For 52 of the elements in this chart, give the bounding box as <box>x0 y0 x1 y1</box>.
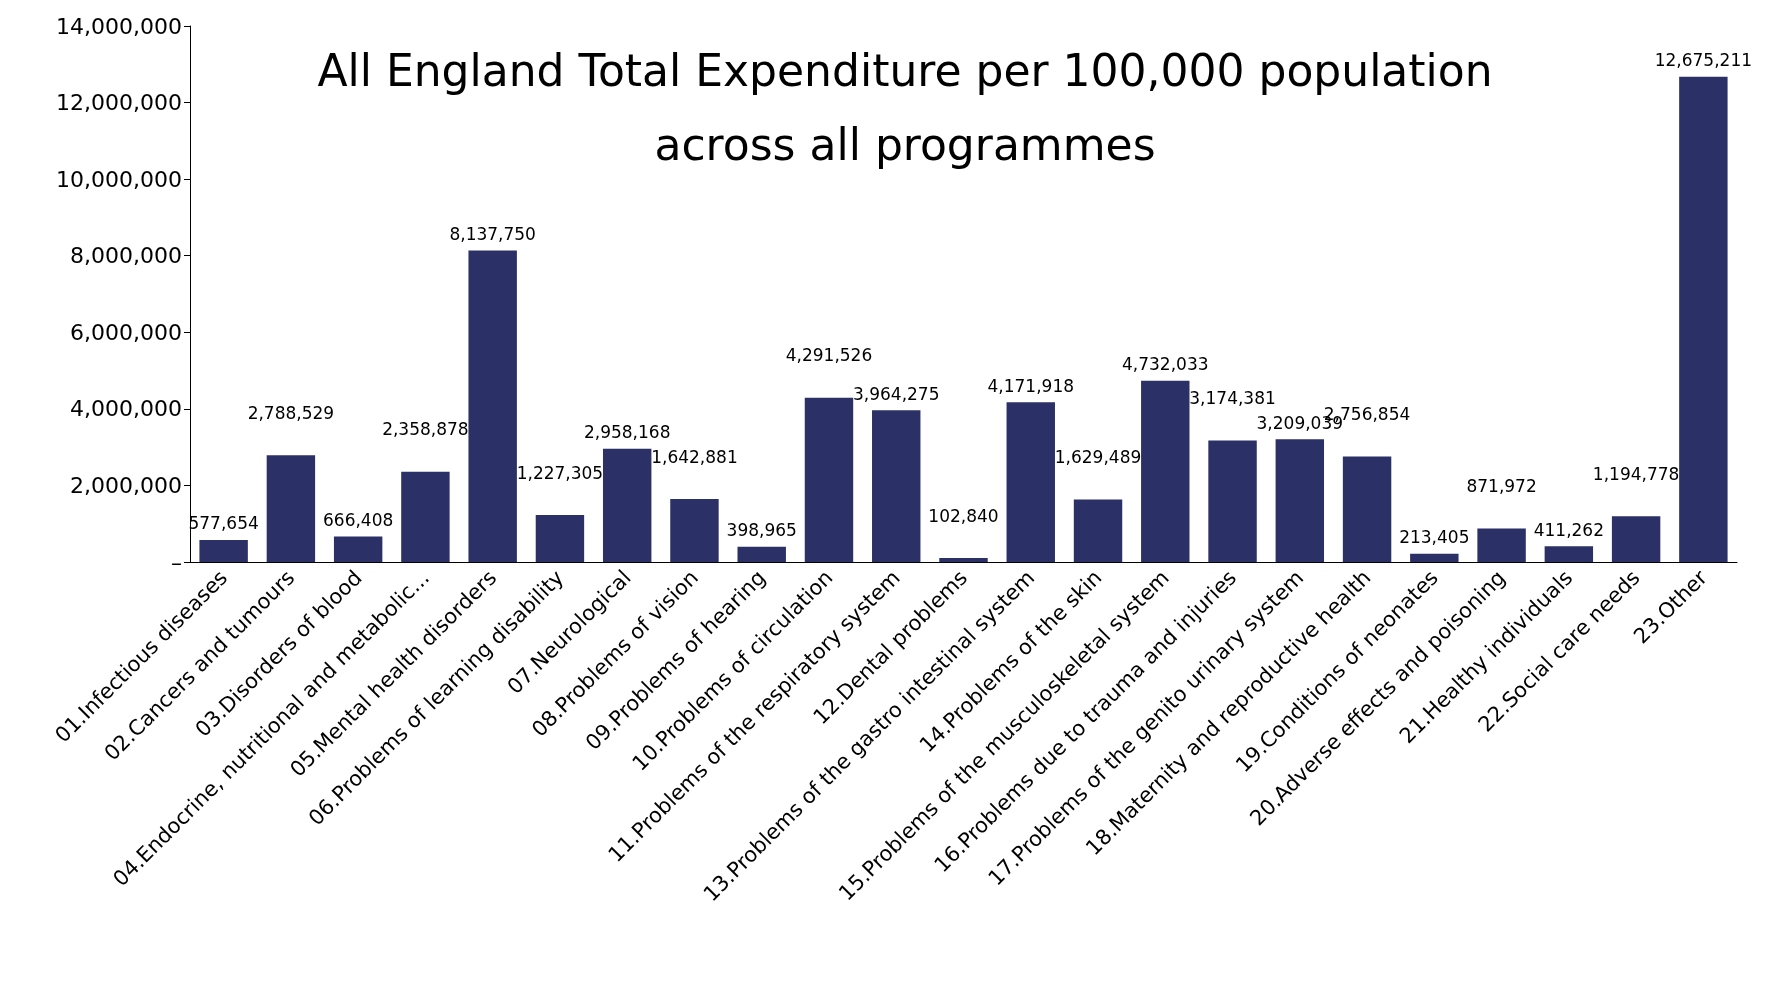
bar <box>872 410 921 562</box>
data-label: 213,405 <box>1399 527 1470 548</box>
bar <box>1477 528 1526 562</box>
bar <box>1679 76 1728 562</box>
bar <box>535 515 585 562</box>
data-label: 2,788,529 <box>247 402 335 423</box>
data-label: 3,174,381 <box>1189 387 1276 408</box>
bar <box>1141 380 1190 562</box>
data-label: 102,840 <box>928 505 999 526</box>
y-tick-label: 6,000,000 <box>70 319 182 345</box>
bar <box>1073 499 1123 562</box>
y-tick-label: 2,000,000 <box>70 472 182 498</box>
bar <box>1611 516 1661 562</box>
bar <box>1006 402 1055 562</box>
data-label: 1,629,489 <box>1054 447 1142 468</box>
bar <box>468 250 517 562</box>
bar <box>1410 553 1459 562</box>
data-label: 1,642,881 <box>651 446 738 467</box>
y-tick-label: 14,000,000 <box>56 13 182 39</box>
bar <box>199 539 248 562</box>
data-label: 1,194,778 <box>1592 463 1680 484</box>
data-label: 4,291,526 <box>785 345 873 366</box>
bar <box>602 448 652 562</box>
bar <box>670 499 719 562</box>
y-tick-label: 12,000,000 <box>56 90 182 116</box>
data-label: 12,675,211 <box>1654 50 1753 71</box>
data-label: 4,171,918 <box>987 375 1075 396</box>
data-label: 8,137,750 <box>449 223 536 244</box>
y-tick-label: 8,000,000 <box>70 243 182 269</box>
y-tick-label: 4,000,000 <box>70 396 182 422</box>
data-label: 2,358,878 <box>382 419 469 440</box>
text: All England Total Expenditure per 100,000 population across all programmes <box>317 44 1493 170</box>
data-label: 411,262 <box>1533 519 1604 540</box>
data-label: 398,965 <box>726 520 797 541</box>
bar <box>1208 440 1257 562</box>
bar <box>1544 546 1594 562</box>
data-label: 871,972 <box>1466 476 1537 497</box>
bar <box>401 471 450 562</box>
bar <box>737 546 786 562</box>
bar <box>939 558 988 562</box>
bar <box>266 455 316 562</box>
y-tick-label: – <box>171 549 182 575</box>
data-label: 4,732,033 <box>1122 354 1209 375</box>
bar <box>804 397 854 562</box>
bar <box>1275 439 1325 562</box>
data-label: 666,408 <box>323 509 394 530</box>
bar <box>333 536 383 562</box>
y-tick-label: 10,000,000 <box>56 166 182 192</box>
bar <box>1342 456 1392 562</box>
data-label: 2,958,168 <box>583 422 671 443</box>
data-label: 1,227,305 <box>516 462 604 483</box>
data-label: 3,964,275 <box>852 383 940 404</box>
